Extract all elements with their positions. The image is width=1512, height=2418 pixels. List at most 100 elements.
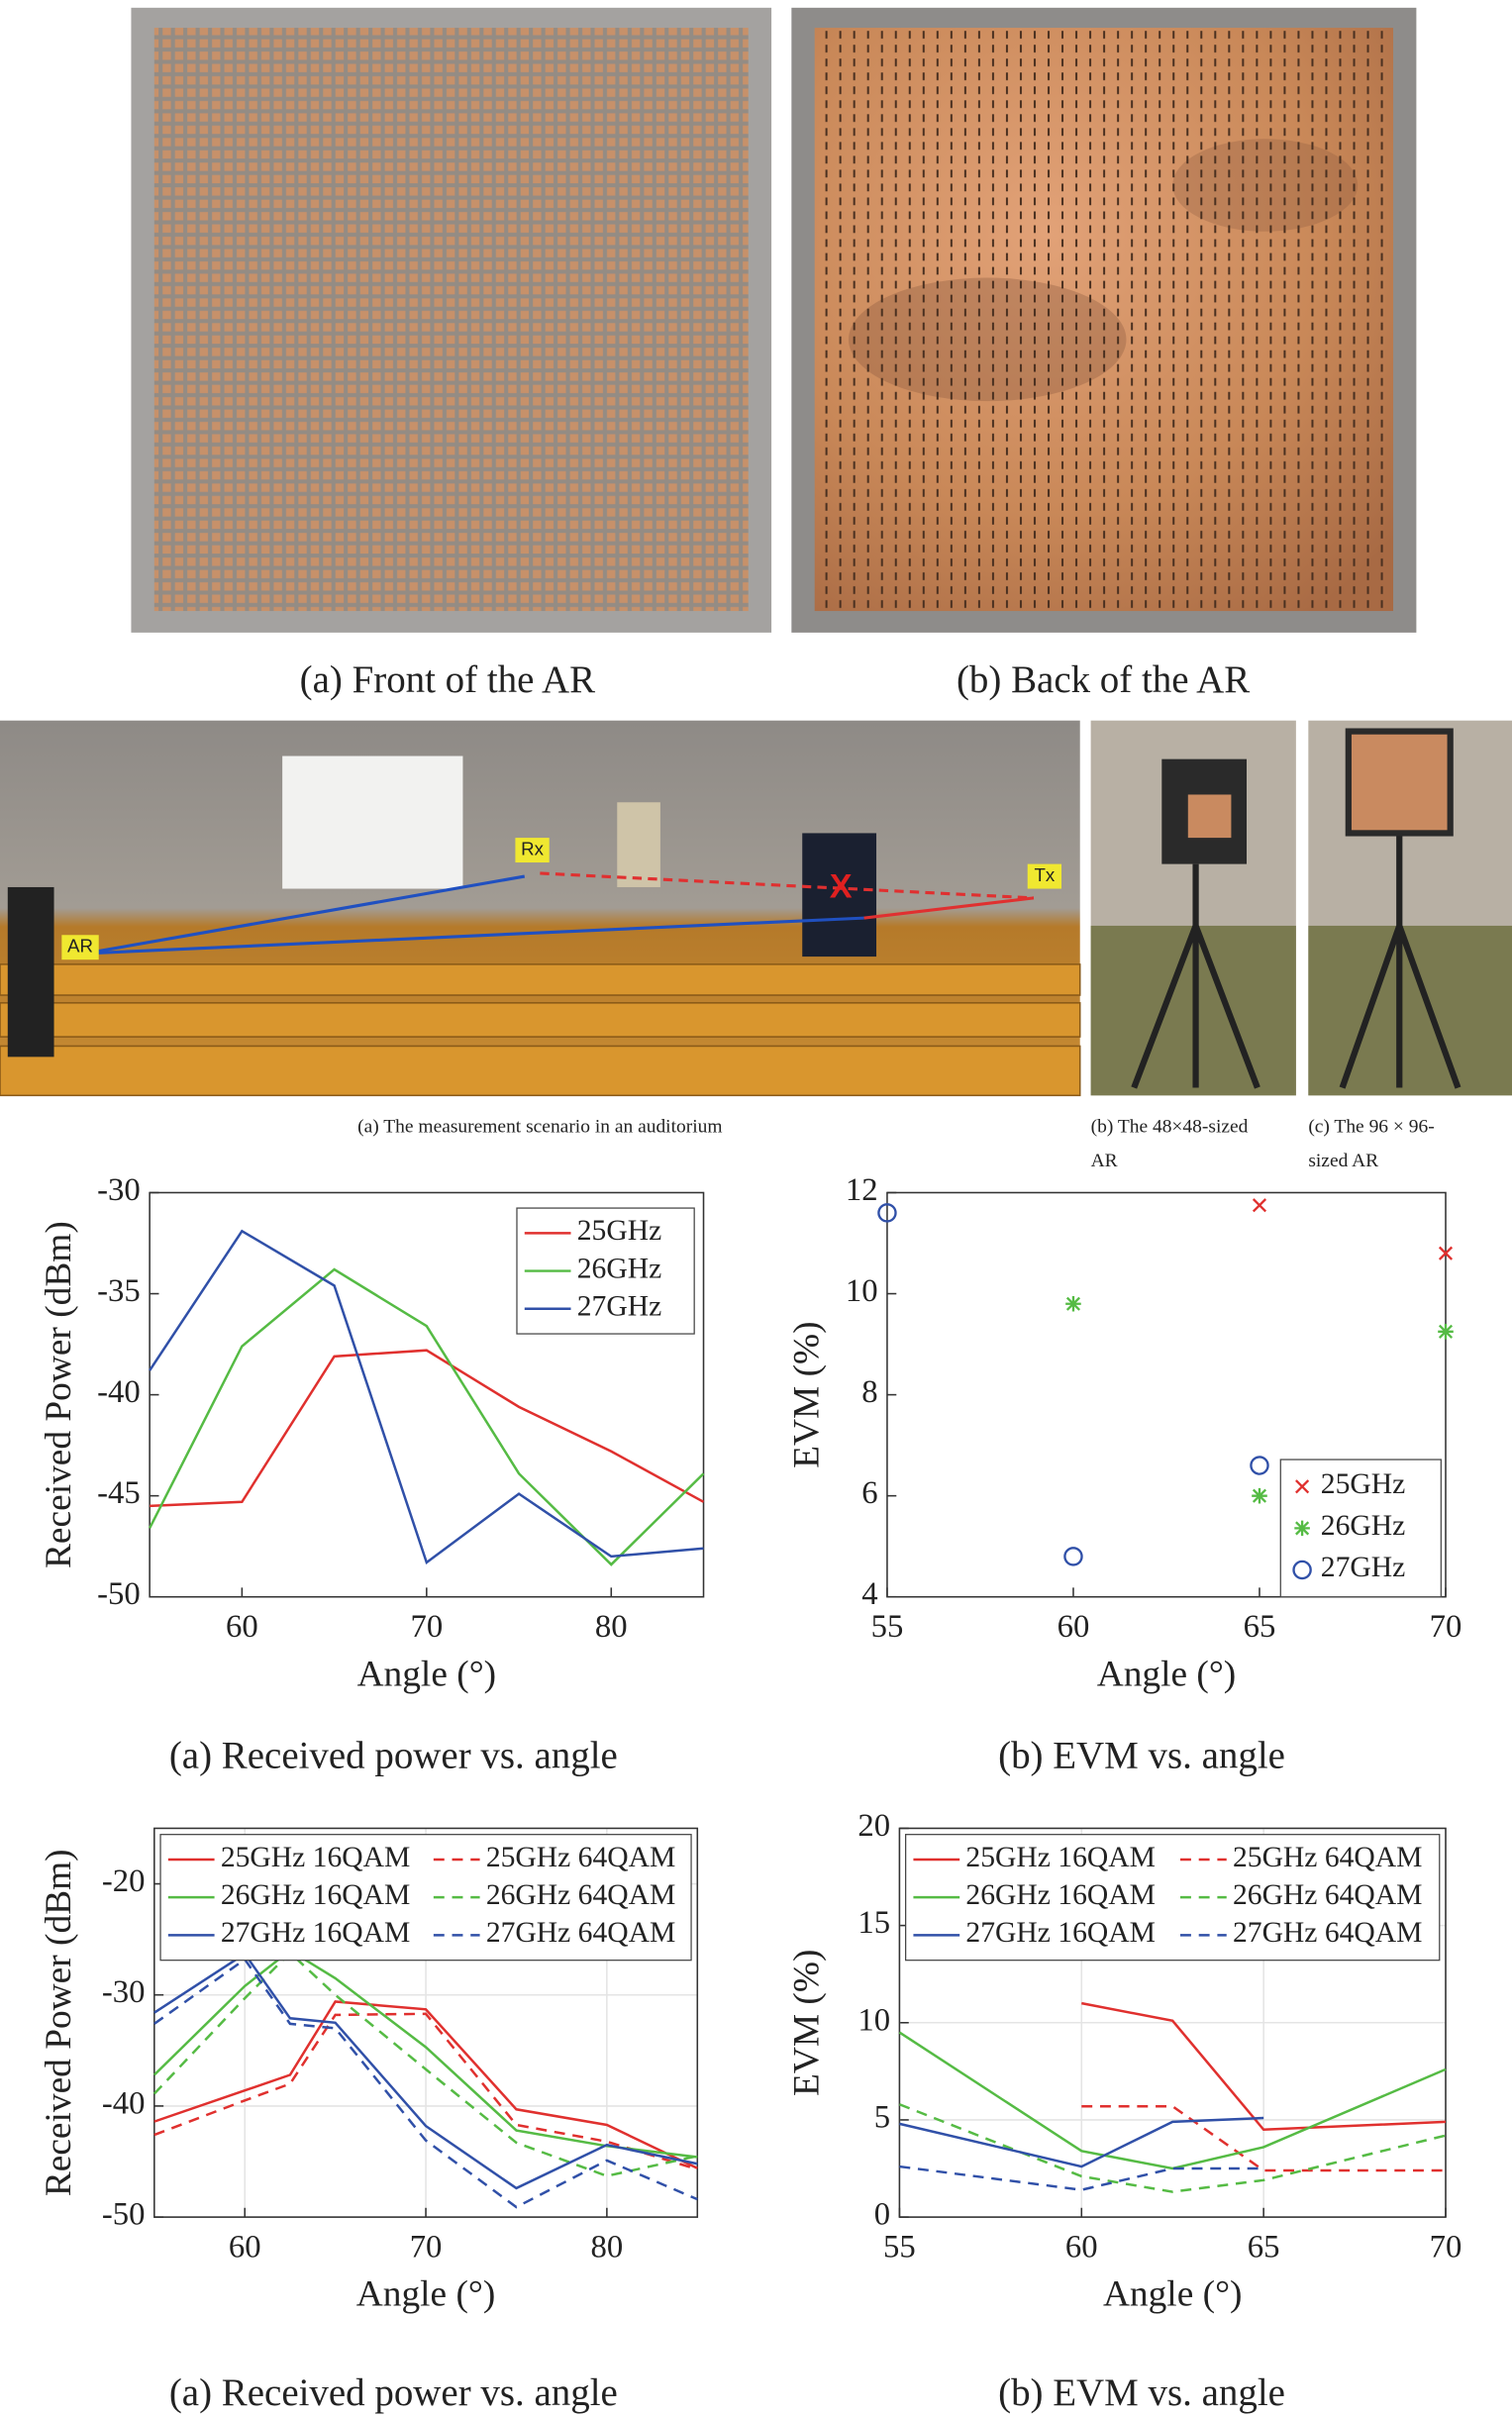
y-axis-label: Received Power (dBm) bbox=[39, 1849, 79, 2196]
legend-label: 27GHz 64QAM bbox=[486, 1917, 676, 1949]
photo-caption: (b) Back of the AR bbox=[957, 658, 1250, 701]
legend-label: 25GHz bbox=[1321, 1468, 1405, 1500]
chart-caption: (a) Received power vs. angle bbox=[169, 2371, 618, 2414]
series-line bbox=[1081, 2001, 1447, 2132]
photo-caption: (b) The 48×48-sized bbox=[1091, 1117, 1249, 1138]
plot-frame bbox=[149, 1191, 705, 1598]
y-tick-label: -35 bbox=[97, 1273, 141, 1309]
series-line bbox=[149, 1267, 705, 1566]
x-tick-label: 70 bbox=[410, 2229, 443, 2265]
legend-label: 26GHz bbox=[577, 1253, 661, 1284]
series-line bbox=[153, 2000, 698, 2169]
scenario-label: AR bbox=[67, 936, 93, 957]
series-line bbox=[150, 1349, 705, 1508]
marker-circle bbox=[1063, 1547, 1083, 1566]
scatter-point bbox=[1438, 1324, 1454, 1340]
legend-marker bbox=[1294, 1520, 1310, 1537]
marker-plus bbox=[1065, 1295, 1081, 1312]
legend-label: 25GHz 16QAM bbox=[965, 1842, 1156, 1873]
series-line bbox=[149, 1229, 704, 1565]
series-line bbox=[899, 2165, 1264, 2191]
legend-label: 27GHz bbox=[1321, 1552, 1405, 1583]
marker-cross bbox=[1295, 1479, 1310, 1494]
legend-label: 25GHz 16QAM bbox=[221, 1842, 411, 1873]
y-tick-label: 15 bbox=[857, 1905, 890, 1941]
y-tick-label: -30 bbox=[102, 1974, 146, 2010]
legend-marker bbox=[1292, 1560, 1312, 1580]
legend-label: 26GHz 64QAM bbox=[1233, 1879, 1423, 1911]
x-tick-label: 80 bbox=[595, 1609, 628, 1645]
y-tick-label: -45 bbox=[97, 1475, 141, 1511]
legend-label: 25GHz 64QAM bbox=[486, 1842, 676, 1873]
y-axis-label: Received Power (dBm) bbox=[39, 1221, 79, 1568]
legend-marker bbox=[1295, 1479, 1310, 1494]
plot-frame bbox=[886, 1191, 1447, 1598]
y-tick-label: 12 bbox=[846, 1172, 878, 1208]
scatter-point bbox=[1065, 1295, 1081, 1312]
x-axis-label: Angle (°) bbox=[1103, 2274, 1243, 2315]
photo-large-ar bbox=[1308, 720, 1512, 1096]
scatter-point bbox=[1252, 1198, 1267, 1213]
legend-label: 27GHz 16QAM bbox=[965, 1917, 1156, 1949]
y-axis-label: EVM (%) bbox=[787, 1321, 828, 1467]
x-tick-label: 65 bbox=[1248, 2229, 1280, 2265]
photo-caption: sized AR bbox=[1308, 1151, 1378, 1171]
chart-caption: (b) EVM vs. angle bbox=[998, 1734, 1285, 1776]
photo-front-ar bbox=[131, 7, 772, 633]
scenario-label: X bbox=[830, 868, 853, 906]
x-tick-label: 70 bbox=[410, 1609, 443, 1645]
y-tick-label: 0 bbox=[874, 2197, 890, 2233]
y-tick-label: 6 bbox=[861, 1475, 877, 1511]
x-tick-label: 60 bbox=[1058, 1609, 1090, 1645]
series-line bbox=[153, 1952, 698, 2190]
chart: -50 -45 -40 -35 -30 60 70 80 25GHz 26GHz 27GHz Angl… bbox=[39, 1172, 705, 1776]
legend-label: 26GHz bbox=[1321, 1510, 1405, 1542]
legend-box bbox=[159, 1834, 692, 1962]
series-line bbox=[152, 1951, 698, 2177]
marker-circle bbox=[1250, 1456, 1269, 1475]
scatter-point bbox=[1252, 1487, 1267, 1504]
y-tick-label: 10 bbox=[846, 1273, 878, 1309]
series-line bbox=[899, 2116, 1264, 2168]
marker-cross bbox=[1438, 1246, 1454, 1260]
x-axis-label: Angle (°) bbox=[356, 2274, 496, 2315]
scatter-point bbox=[1250, 1456, 1269, 1475]
y-tick-label: -40 bbox=[97, 1374, 141, 1410]
photo-auditorium: AR Rx Tx X bbox=[0, 720, 1081, 1097]
scenario-label: Rx bbox=[521, 839, 544, 859]
x-tick-label: 60 bbox=[1065, 2229, 1098, 2265]
y-tick-label: -50 bbox=[102, 2197, 146, 2233]
y-axis-label: EVM (%) bbox=[787, 1950, 828, 2096]
x-axis-label: Angle (°) bbox=[357, 1654, 497, 1694]
y-tick-label: 8 bbox=[861, 1374, 877, 1410]
photo-caption: AR bbox=[1091, 1151, 1118, 1171]
scatter-point bbox=[1438, 1246, 1454, 1260]
x-tick-label: 70 bbox=[1430, 2229, 1462, 2265]
x-tick-label: 60 bbox=[229, 2229, 261, 2265]
legend-label: 25GHz bbox=[577, 1215, 661, 1247]
marker-plus bbox=[1252, 1487, 1267, 1504]
x-tick-label: 55 bbox=[871, 1609, 904, 1645]
chart-caption: (a) Received power vs. angle bbox=[169, 1734, 618, 1776]
y-tick-label: 20 bbox=[857, 1808, 890, 1844]
legend-label: 25GHz 64QAM bbox=[1233, 1842, 1423, 1873]
legend-label: 26GHz 16QAM bbox=[221, 1879, 411, 1911]
legend-label: 27GHz 64QAM bbox=[1233, 1917, 1423, 1949]
legend-label: 26GHz 16QAM bbox=[965, 1879, 1156, 1911]
chart: 0 5 10 15 20 55 60 65 70 25GHz 16QAM 25GHz 64QAM 26… bbox=[787, 1808, 1462, 2414]
y-tick-label: 10 bbox=[857, 2002, 890, 2038]
series-line bbox=[152, 1949, 698, 2159]
marker-plus bbox=[1438, 1324, 1454, 1340]
chart: 4 6 8 10 12 55 60 65 70 25GHz 26GHz 27GHz Angle (°) E… bbox=[787, 1172, 1462, 1776]
legend-box bbox=[905, 1834, 1441, 1962]
x-tick-label: 80 bbox=[591, 2229, 624, 2265]
y-tick-label: 5 bbox=[874, 2099, 890, 2135]
photo-caption: (a) Front of the AR bbox=[300, 658, 596, 701]
x-tick-label: 70 bbox=[1430, 1609, 1462, 1645]
y-tick-label: 4 bbox=[861, 1576, 877, 1612]
x-tick-label: 65 bbox=[1244, 1609, 1276, 1645]
legend-label: 27GHz 16QAM bbox=[221, 1917, 411, 1949]
y-tick-label: -30 bbox=[97, 1172, 141, 1208]
photo-small-ar bbox=[1090, 720, 1296, 1096]
marker-circle bbox=[1292, 1560, 1312, 1580]
